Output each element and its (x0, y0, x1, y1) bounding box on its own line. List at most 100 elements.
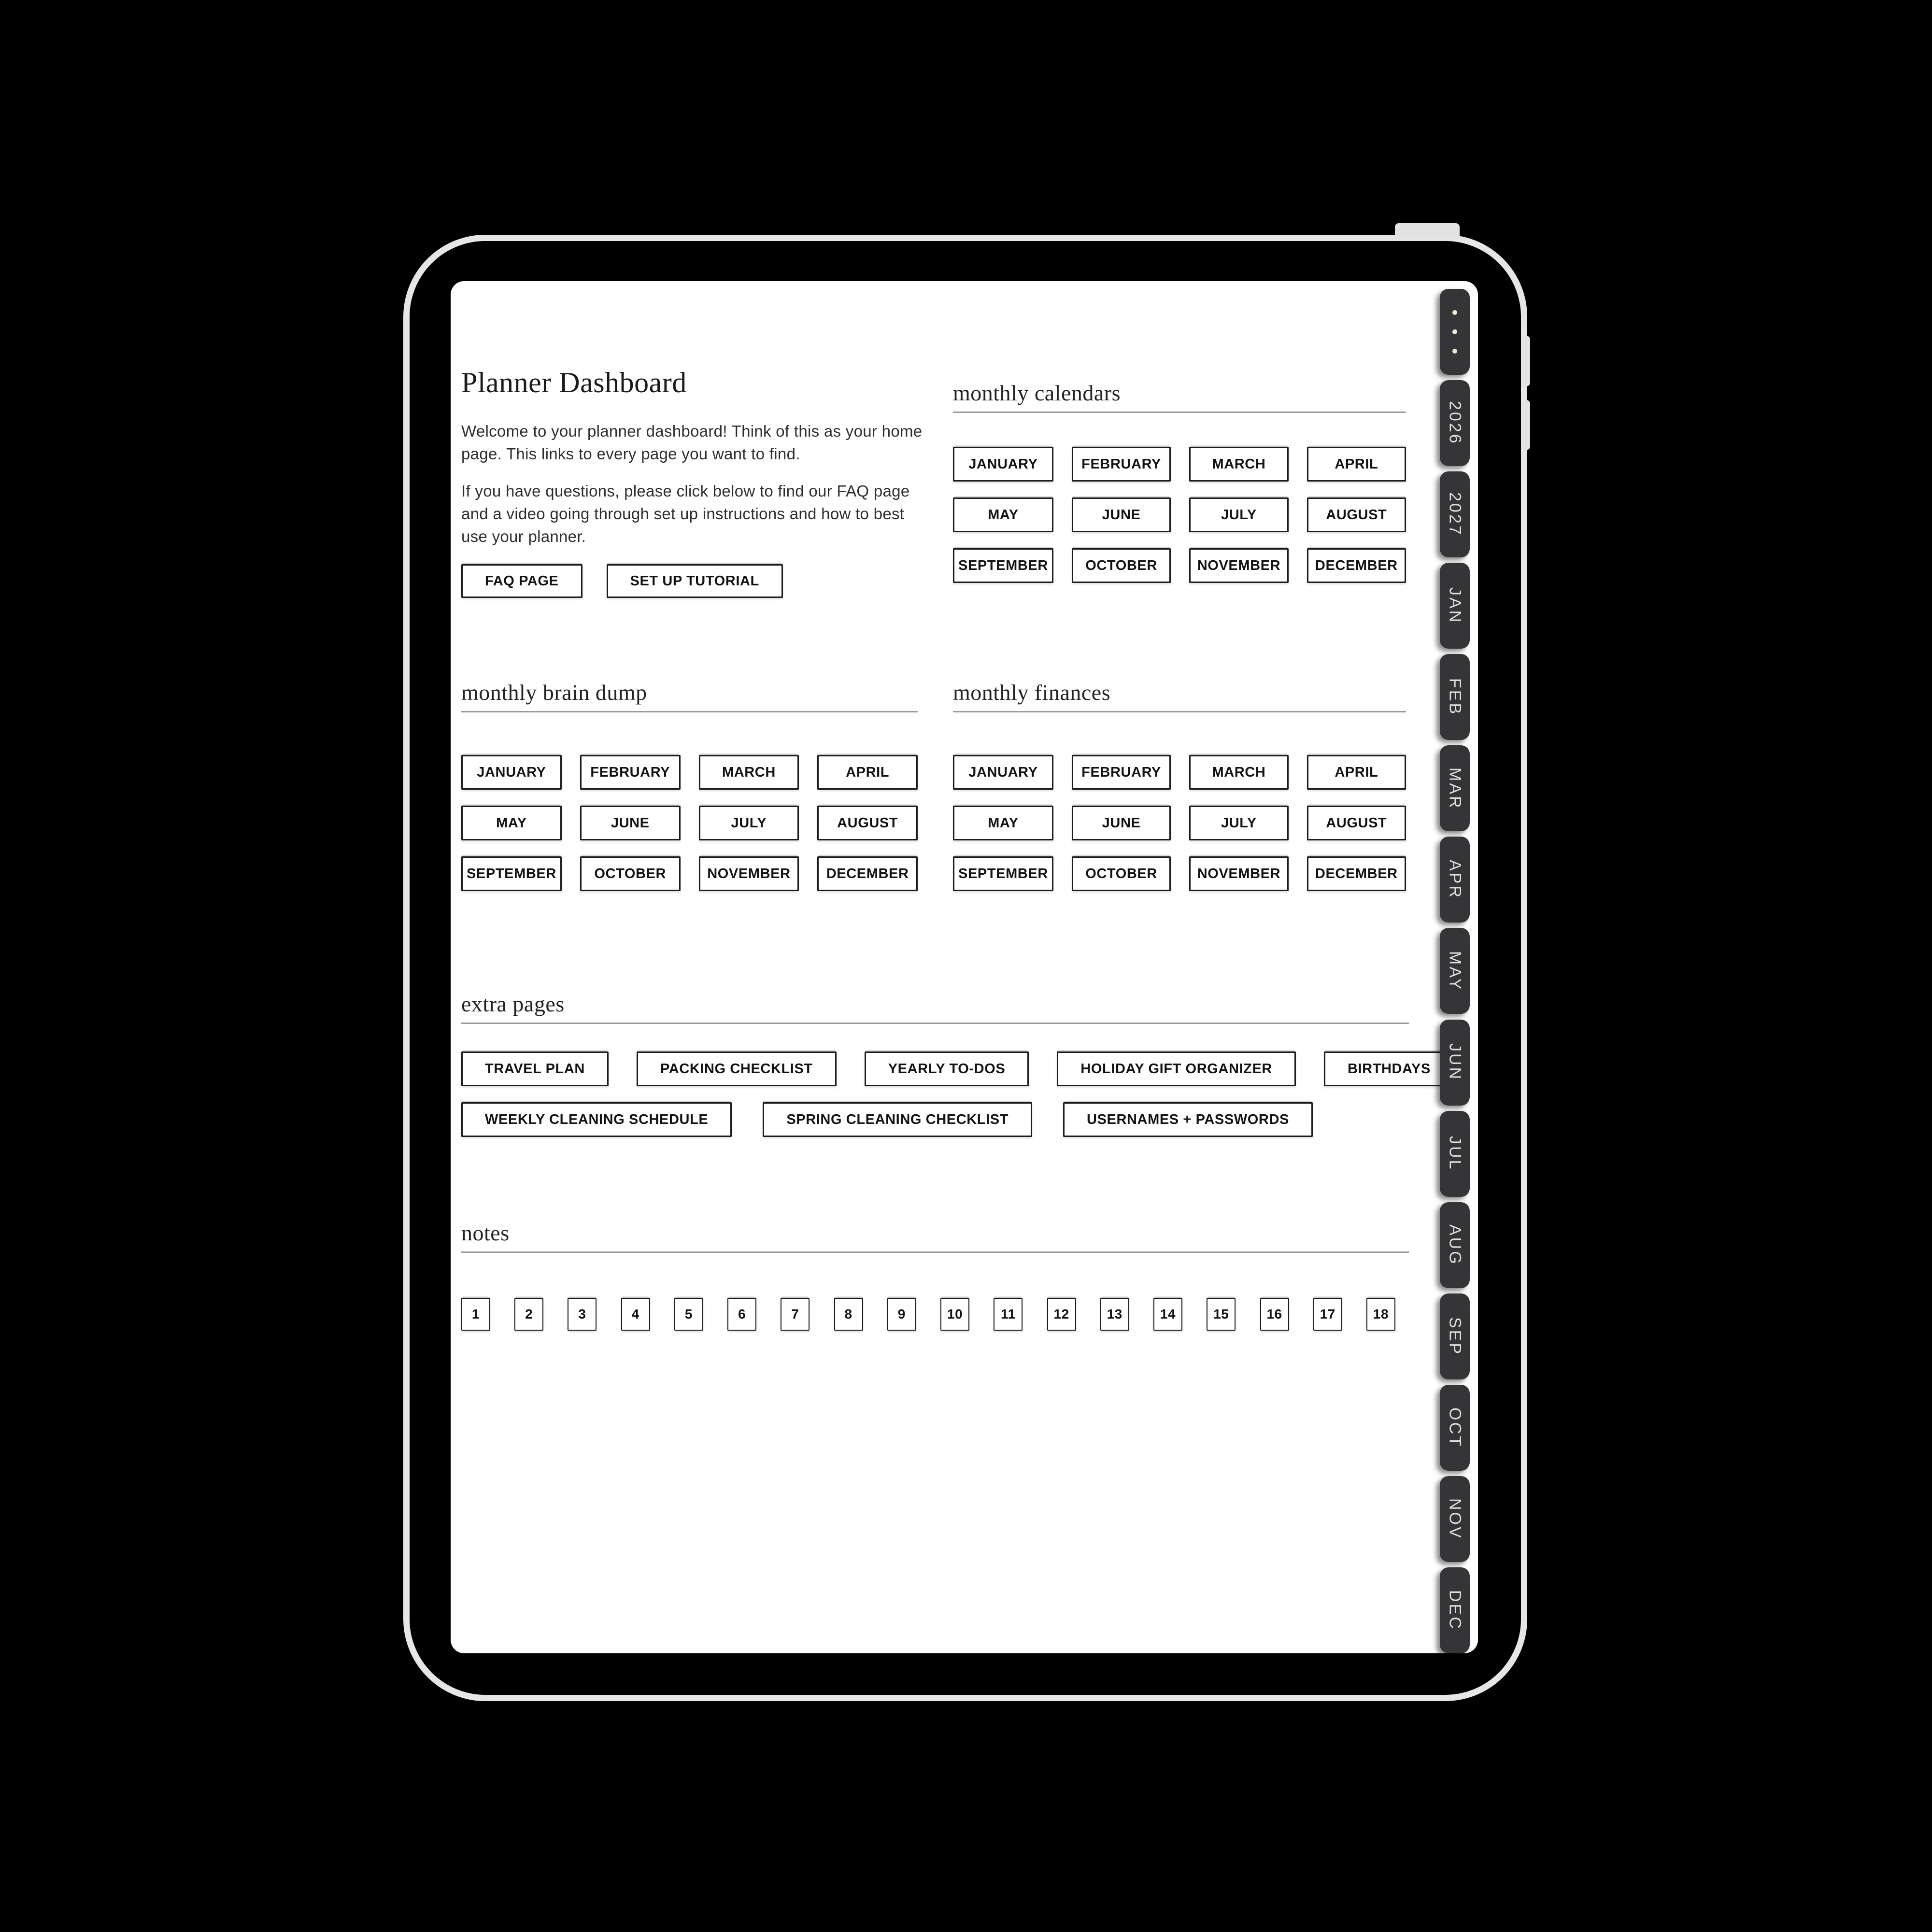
side-tab[interactable]: MAY (1440, 928, 1470, 1014)
more-options-tab[interactable] (1440, 289, 1470, 375)
extra-page-button[interactable]: PACKING CHECKLIST (636, 1051, 837, 1086)
tablet-top-button (1395, 223, 1460, 239)
month-calendar-button[interactable]: JANUARY (953, 447, 1053, 482)
month-calendar-button[interactable]: MAY (953, 497, 1053, 532)
month-finances-button[interactable]: MAY (953, 806, 1053, 840)
month-finances-button[interactable]: JUNE (1071, 806, 1171, 840)
note-page-button[interactable]: 8 (834, 1298, 863, 1331)
note-page-button[interactable]: 5 (674, 1298, 703, 1331)
month-finances-button[interactable]: JULY (1189, 806, 1289, 840)
month-calendar-button[interactable]: FEBRUARY (1071, 447, 1171, 482)
month-finances-button[interactable]: MARCH (1189, 755, 1289, 790)
month-brain-dump-button[interactable]: MARCH (698, 755, 799, 790)
note-page-button[interactable]: 6 (727, 1298, 757, 1331)
side-tab[interactable]: SEP (1440, 1293, 1470, 1379)
note-page-button[interactable]: 10 (940, 1298, 970, 1331)
help-buttons-row: FAQ PAGE SET UP TUTORIAL (461, 564, 924, 598)
month-brain-dump-button[interactable]: JUNE (580, 806, 681, 840)
extra-page-button[interactable]: SPRING CLEANING CHECKLIST (763, 1102, 1033, 1137)
extra-page-button[interactable]: YEARLY TO-DOS (864, 1051, 1029, 1086)
ellipsis-dots-icon (1452, 310, 1457, 354)
month-calendar-button[interactable]: OCTOBER (1071, 548, 1171, 583)
side-tab-label: AUG (1446, 1224, 1464, 1266)
month-calendar-button[interactable]: JUNE (1071, 497, 1171, 532)
month-finances-button[interactable]: FEBRUARY (1071, 755, 1171, 790)
notes-pages-row: 1 2 3 4 5 6 7 8 9 10 11 12 13 14 15 16 17 18 (461, 1298, 1395, 1331)
side-tab-label: MAY (1446, 951, 1464, 992)
side-tab[interactable]: APR (1440, 837, 1470, 923)
intro-text-2: If you have questions, please click belo… (461, 482, 910, 545)
note-page-button[interactable]: 12 (1047, 1298, 1076, 1331)
side-tab-label: FEB (1446, 678, 1464, 716)
side-tab[interactable]: JUN (1440, 1019, 1470, 1106)
note-page-button[interactable]: 18 (1366, 1298, 1395, 1331)
tablet-volume-down-button (1521, 400, 1530, 450)
note-page-button[interactable]: 4 (621, 1298, 650, 1331)
side-tab[interactable]: FEB (1440, 654, 1470, 740)
planner-page: Planner Dashboard Welcome to your planne… (451, 281, 1478, 1653)
side-tab[interactable]: DEC (1440, 1567, 1470, 1653)
month-brain-dump-button[interactable]: AUGUST (817, 806, 918, 840)
note-page-button[interactable]: 2 (514, 1298, 544, 1331)
month-finances-button[interactable]: AUGUST (1307, 806, 1406, 840)
side-tab[interactable]: 2026 (1440, 380, 1470, 467)
tablet-volume-up-button (1521, 336, 1530, 386)
side-tab[interactable]: JAN (1440, 563, 1470, 649)
note-page-button[interactable]: 9 (887, 1298, 916, 1331)
section-monthly-calendars: monthly calendars JANUARY FEBRUARY MARCH AP… (953, 380, 1406, 583)
month-finances-button[interactable]: DECEMBER (1307, 856, 1406, 891)
month-finances-button[interactable]: OCTOBER (1071, 856, 1171, 891)
month-finances-button[interactable]: APRIL (1307, 755, 1406, 790)
month-finances-button[interactable]: JANUARY (953, 755, 1053, 790)
month-calendar-button[interactable]: NOVEMBER (1189, 548, 1289, 583)
month-brain-dump-button[interactable]: MAY (461, 806, 562, 840)
side-tab[interactable]: 2027 (1440, 471, 1470, 558)
note-page-button[interactable]: 7 (781, 1298, 810, 1331)
faq-page-button[interactable]: FAQ PAGE (461, 564, 582, 598)
note-page-button[interactable]: 15 (1207, 1298, 1236, 1331)
extra-page-button[interactable]: HOLIDAY GIFT ORGANIZER (1057, 1051, 1296, 1086)
month-brain-dump-button[interactable]: JANUARY (461, 755, 562, 790)
month-brain-dump-button[interactable]: JULY (698, 806, 799, 840)
extra-page-button[interactable]: BIRTHDAYS (1323, 1051, 1454, 1086)
side-tab[interactable]: MAR (1440, 745, 1470, 832)
extra-page-button[interactable]: USERNAMES + PASSWORDS (1063, 1102, 1313, 1137)
month-calendar-button[interactable]: APRIL (1307, 447, 1406, 482)
month-brain-dump-button[interactable]: FEBRUARY (580, 755, 681, 790)
note-page-button[interactable]: 14 (1153, 1298, 1183, 1331)
month-finances-button[interactable]: NOVEMBER (1189, 856, 1289, 891)
note-page-button[interactable]: 17 (1313, 1298, 1342, 1331)
month-calendar-button[interactable]: AUGUST (1307, 497, 1406, 532)
extra-page-button[interactable]: WEEKLY CLEANING SCHEDULE (461, 1102, 732, 1137)
note-page-button[interactable]: 13 (1100, 1298, 1129, 1331)
month-brain-dump-button[interactable]: SEPTEMBER (461, 856, 562, 891)
month-brain-dump-button[interactable]: APRIL (817, 755, 918, 790)
month-calendar-button[interactable]: JULY (1189, 497, 1289, 532)
section-title-monthly-calendars: monthly calendars (953, 380, 1406, 413)
month-calendar-button[interactable]: MARCH (1189, 447, 1289, 482)
month-calendar-button[interactable]: SEPTEMBER (953, 548, 1053, 583)
extra-page-button[interactable]: TRAVEL PLAN (461, 1051, 609, 1086)
month-brain-dump-button[interactable]: DECEMBER (817, 856, 918, 891)
side-tab-label: MAR (1446, 767, 1464, 810)
month-brain-dump-button[interactable]: NOVEMBER (698, 856, 799, 891)
side-tab-label: 2026 (1446, 401, 1464, 445)
side-tab-label: SEP (1446, 1317, 1464, 1356)
month-finances-button[interactable]: SEPTEMBER (953, 856, 1053, 891)
note-page-button[interactable]: 3 (568, 1298, 597, 1331)
side-tab[interactable]: JUL (1440, 1110, 1470, 1197)
intro-block: Planner Dashboard Welcome to your planne… (461, 366, 924, 598)
monthly-finances-grid: JANUARY FEBRUARY MARCH APRIL MAY JUNE JULY AUGU… (953, 755, 1406, 891)
side-tab[interactable]: NOV (1440, 1476, 1470, 1562)
month-calendar-button[interactable]: DECEMBER (1307, 548, 1406, 583)
side-tab[interactable]: AUG (1440, 1202, 1470, 1288)
section-monthly-brain-dump: monthly brain dump JANUARY FEBRUARY MARCH A… (461, 680, 918, 891)
set-up-tutorial-button[interactable]: SET UP TUTORIAL (606, 564, 783, 598)
side-tab[interactable]: OCT (1440, 1384, 1470, 1471)
note-page-button[interactable]: 11 (994, 1298, 1023, 1331)
note-page-button[interactable]: 16 (1260, 1298, 1289, 1331)
note-page-button[interactable]: 1 (461, 1298, 490, 1331)
page-title: Planner Dashboard (461, 367, 687, 398)
month-brain-dump-button[interactable]: OCTOBER (580, 856, 681, 891)
side-tab-column: 2026 2027 JAN FEB MAR APR MAY JUN JUL AU… (1440, 289, 1470, 1653)
